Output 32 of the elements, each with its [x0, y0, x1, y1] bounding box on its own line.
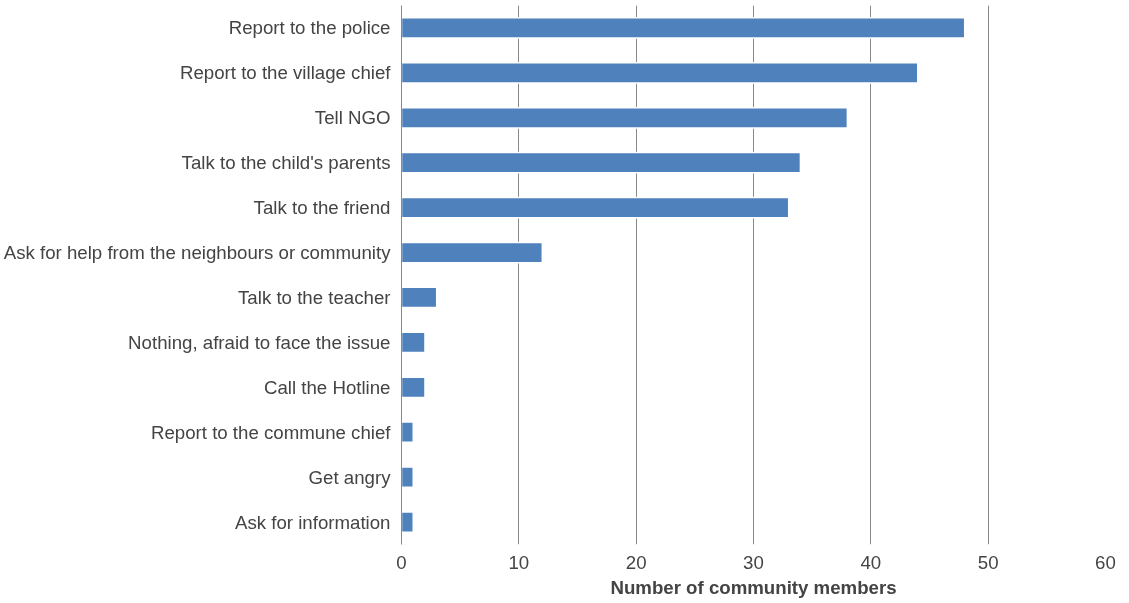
y-tick-label: Tell NGO [314, 107, 391, 129]
bar [401, 331, 426, 354]
y-tick-label: Report to the commune chief [150, 421, 392, 443]
bar [401, 196, 790, 219]
x-axis-title: Number of community members [610, 576, 897, 598]
y-tick-label: Ask for information [234, 511, 391, 533]
y-tick-label: Nothing, afraid to face the issue [128, 331, 391, 353]
bar [401, 106, 849, 129]
bar [401, 151, 802, 174]
bar [401, 466, 414, 488]
x-tick-label: 10 [508, 551, 530, 573]
y-tick-label: Get angry [308, 466, 392, 488]
x-tick-label: 60 [1095, 551, 1116, 573]
x-tick-label: 40 [860, 551, 882, 573]
x-tick-label: 20 [625, 551, 647, 573]
y-tick-label: Report to the village chief [179, 62, 392, 84]
bar [401, 286, 438, 309]
y-tick-label: Talk to the child's parents [181, 152, 391, 174]
bar [401, 241, 544, 264]
y-tick-label: Talk to the teacher [238, 286, 391, 308]
bar [401, 17, 966, 39]
x-tick-label: 30 [743, 551, 764, 573]
bar [401, 421, 414, 444]
x-tick-label: 0 [396, 551, 407, 573]
y-tick-label: Report to the police [228, 17, 391, 39]
y-tick-label: Ask for help from the neighbours or community [3, 242, 392, 264]
bar [401, 376, 426, 399]
bar [401, 62, 919, 84]
y-tick-label: Call the Hotline [263, 376, 391, 398]
x-tick-label: 50 [977, 551, 999, 573]
bar [401, 511, 414, 533]
y-tick-label: Talk to the friend [253, 197, 391, 219]
